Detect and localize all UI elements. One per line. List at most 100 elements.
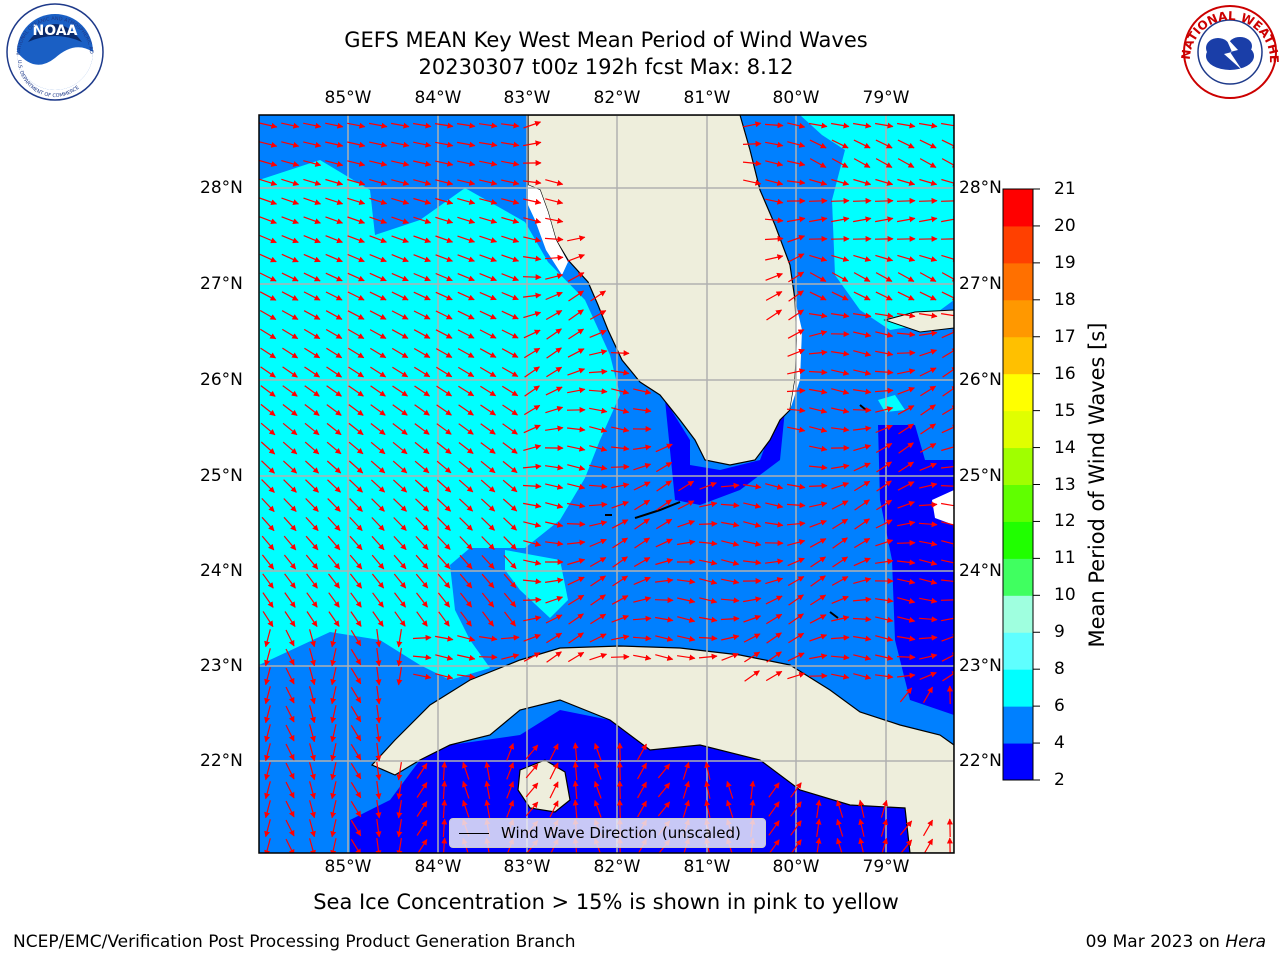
wind-wave-arrow: [441, 837, 448, 853]
wind-wave-arrow: [545, 596, 564, 604]
wind-wave-arrow: [327, 498, 341, 512]
wind-wave-arrow: [588, 368, 608, 375]
wind-wave-arrow: [815, 818, 822, 837]
wind-wave-arrow: [809, 519, 827, 528]
wind-wave-arrow: [525, 763, 539, 779]
wind-wave-arrow: [941, 122, 954, 129]
wind-wave-arrow: [306, 573, 318, 589]
lat-tick-right: 26°N: [959, 370, 1002, 390]
wind-wave-arrow: [501, 198, 520, 205]
wind-wave-arrow: [875, 424, 893, 434]
wind-wave-arrow: [259, 328, 277, 340]
wind-wave-arrow: [940, 216, 954, 223]
wind-wave-arrow: [415, 554, 429, 570]
wind-wave-arrow: [875, 312, 894, 319]
wind-wave-arrow: [501, 254, 520, 263]
wind-wave-arrow: [545, 217, 564, 224]
wind-wave-arrow: [831, 388, 850, 395]
wind-wave-arrow: [941, 158, 954, 168]
wind-wave-arrow: [545, 273, 564, 280]
colorbar-segment: [1003, 262, 1033, 301]
wind-wave-arrow: [880, 818, 888, 837]
wind-wave-arrow: [303, 160, 322, 167]
wind-wave-arrow: [831, 576, 849, 586]
wind-wave-arrow: [522, 274, 542, 281]
wind-wave-arrow: [590, 613, 607, 625]
wind-wave-arrow: [458, 385, 475, 397]
wind-wave-arrow: [567, 426, 586, 433]
wind-wave-arrow: [611, 388, 630, 395]
wind-wave-arrow: [396, 667, 403, 686]
colorbar-tick-label: 11: [1054, 548, 1076, 569]
colorbar-segment: [1003, 336, 1033, 375]
lon-tick-bottom: 79°W: [862, 857, 910, 877]
wind-wave-arrow: [457, 235, 476, 243]
wind-wave-arrow: [305, 479, 319, 493]
wind-wave-arrow: [281, 291, 299, 301]
wind-wave-arrow: [393, 498, 407, 512]
wind-wave-arrow: [654, 597, 674, 604]
wind-wave-arrow: [285, 819, 295, 837]
lon-tick-bottom: 81°W: [683, 857, 731, 877]
wind-wave-arrow: [368, 122, 388, 129]
wind-wave-arrow: [457, 160, 476, 167]
wind-wave-arrow: [831, 312, 850, 319]
wind-wave-arrow: [305, 516, 319, 532]
wind-wave-arrow: [941, 348, 954, 359]
wind-wave-arrow: [375, 686, 382, 705]
wind-wave-arrow: [742, 160, 762, 167]
wind-wave-arrow: [545, 406, 564, 414]
wind-wave-arrow: [522, 483, 542, 490]
lon-tick-top: 81°W: [683, 88, 731, 108]
wind-wave-arrow: [919, 122, 938, 129]
wind-wave-arrow: [325, 235, 343, 244]
wind-wave-arrow: [413, 160, 432, 167]
wind-wave-arrow: [413, 366, 431, 378]
wind-wave-arrow: [831, 500, 849, 510]
wind-wave-arrow: [809, 633, 828, 642]
wind-wave-arrow: [616, 780, 623, 800]
wind-wave-arrow: [545, 521, 564, 528]
wind-wave-arrow: [809, 254, 828, 262]
wind-wave-arrow: [391, 329, 409, 339]
wind-wave-arrow: [765, 521, 784, 528]
wind-wave-arrow: [261, 460, 275, 474]
wind-wave-arrow: [897, 672, 916, 679]
wind-wave-arrow: [567, 502, 586, 509]
wind-wave-arrow: [743, 502, 762, 509]
wind-wave-arrow: [590, 290, 606, 302]
wind-wave-arrow: [875, 519, 893, 529]
wind-wave-arrow: [874, 369, 894, 376]
wind-wave-arrow: [281, 122, 300, 129]
wind-wave-arrow: [434, 635, 454, 642]
wind-wave-arrow: [875, 406, 894, 413]
wind-wave-arrow: [413, 329, 431, 339]
wind-wave-arrow: [875, 350, 894, 357]
wind-wave-arrow: [325, 310, 343, 320]
wind-wave-arrow: [285, 781, 295, 799]
colorbar-tick-label: 21: [1054, 179, 1076, 199]
wind-wave-arrow: [435, 197, 454, 205]
wind-wave-arrow: [922, 819, 934, 837]
wind-wave-arrow: [523, 615, 542, 622]
wind-wave-arrow: [484, 761, 491, 781]
wind-wave-arrow: [413, 235, 432, 244]
wind-wave-arrow: [415, 535, 429, 551]
wind-wave-arrow: [721, 578, 740, 585]
wind-wave-arrow: [457, 310, 475, 320]
wind-wave-arrow: [677, 635, 696, 642]
wind-wave-arrow: [633, 576, 651, 586]
wind-wave-arrow: [616, 799, 623, 819]
wind-wave-arrow: [501, 160, 520, 167]
wind-wave-arrow: [523, 521, 542, 528]
wind-wave-arrow: [525, 801, 539, 817]
wind-wave-arrow: [637, 800, 647, 818]
wind-wave-arrow: [462, 780, 470, 799]
wind-wave-arrow: [457, 635, 476, 642]
wind-wave-arrow: [371, 554, 385, 570]
wind-wave-arrow: [482, 611, 494, 627]
wind-wave-arrow: [896, 654, 916, 661]
nws-logo: NATIONAL WEATHER SERVICE: [0, 0, 1280, 99]
wind-wave-arrow: [853, 178, 872, 186]
wind-wave-arrow: [832, 556, 848, 568]
